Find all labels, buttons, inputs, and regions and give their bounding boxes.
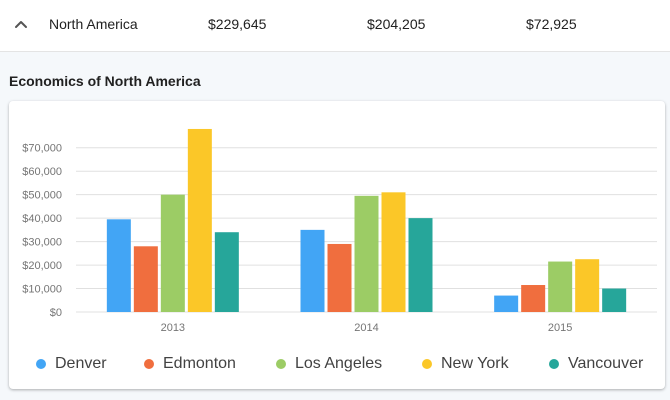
chevron-up-icon[interactable] (12, 16, 30, 34)
legend-marker (422, 359, 432, 369)
value-cell: $229,645 (208, 16, 267, 32)
y-tick-label: $0 (50, 307, 62, 319)
legend-label: Vancouver (568, 355, 644, 372)
bar-denver (494, 295, 519, 312)
legend-marker (549, 359, 559, 369)
bar-los-angeles (354, 195, 379, 312)
value-cell: $204,205 (367, 16, 426, 32)
bar-denver (300, 229, 325, 312)
region-row[interactable]: North America $229,645 $204,205 $72,925 (0, 0, 670, 52)
bar-vancouver (214, 232, 239, 312)
bar-vancouver (602, 288, 627, 312)
legend-item-denver[interactable]: Denver (36, 353, 107, 375)
legend-label: Denver (55, 355, 107, 372)
legend-item-edmonton[interactable]: Edmonton (144, 353, 236, 375)
y-tick-label: $50,000 (22, 190, 62, 202)
y-tick-label: $70,000 (22, 143, 62, 155)
bar-edmonton (133, 246, 158, 312)
legend-label: Los Angeles (295, 355, 383, 372)
chart-card: $0 $10,000 $20,000 $30,000 $40,000 $50,000 $60… (9, 101, 665, 389)
legend-marker (276, 359, 286, 369)
bar-los-angeles (548, 261, 573, 312)
y-tick-label: $30,000 (22, 237, 62, 249)
region-name-cell: North America (49, 16, 138, 32)
x-tick-label: 2013 (161, 322, 185, 334)
bar-vancouver (408, 218, 433, 312)
y-tick-label: $40,000 (22, 213, 62, 225)
legend-label: Edmonton (163, 355, 236, 372)
bar-denver (106, 219, 131, 312)
legend-item-new-york[interactable]: New York (422, 353, 509, 375)
bar-new-york (381, 192, 406, 312)
chart-section-title: Economics of North America (9, 73, 201, 89)
y-tick-label: $20,000 (22, 260, 62, 272)
legend-item-vancouver[interactable]: Vancouver (549, 353, 643, 375)
bar-chart: $0 $10,000 $20,000 $30,000 $40,000 $50,000 $60… (22, 128, 657, 334)
value-cell: $72,925 (526, 16, 577, 32)
bar-edmonton (521, 285, 546, 312)
bar-edmonton (327, 243, 352, 312)
x-tick-label: 2014 (354, 322, 378, 334)
bar-new-york (575, 259, 600, 312)
x-tick-label: 2015 (548, 322, 572, 334)
legend-marker (36, 359, 46, 369)
y-tick-label: $60,000 (22, 166, 62, 178)
bar-los-angeles (160, 194, 185, 312)
legend-item-los-angeles[interactable]: Los Angeles (276, 353, 382, 375)
legend-marker (144, 359, 154, 369)
legend-label: New York (441, 355, 509, 372)
y-tick-label: $10,000 (22, 284, 62, 296)
chart-legend: Denver Edmonton Los Angeles New York Vancouv… (9, 353, 665, 377)
bar-new-york (187, 128, 212, 312)
